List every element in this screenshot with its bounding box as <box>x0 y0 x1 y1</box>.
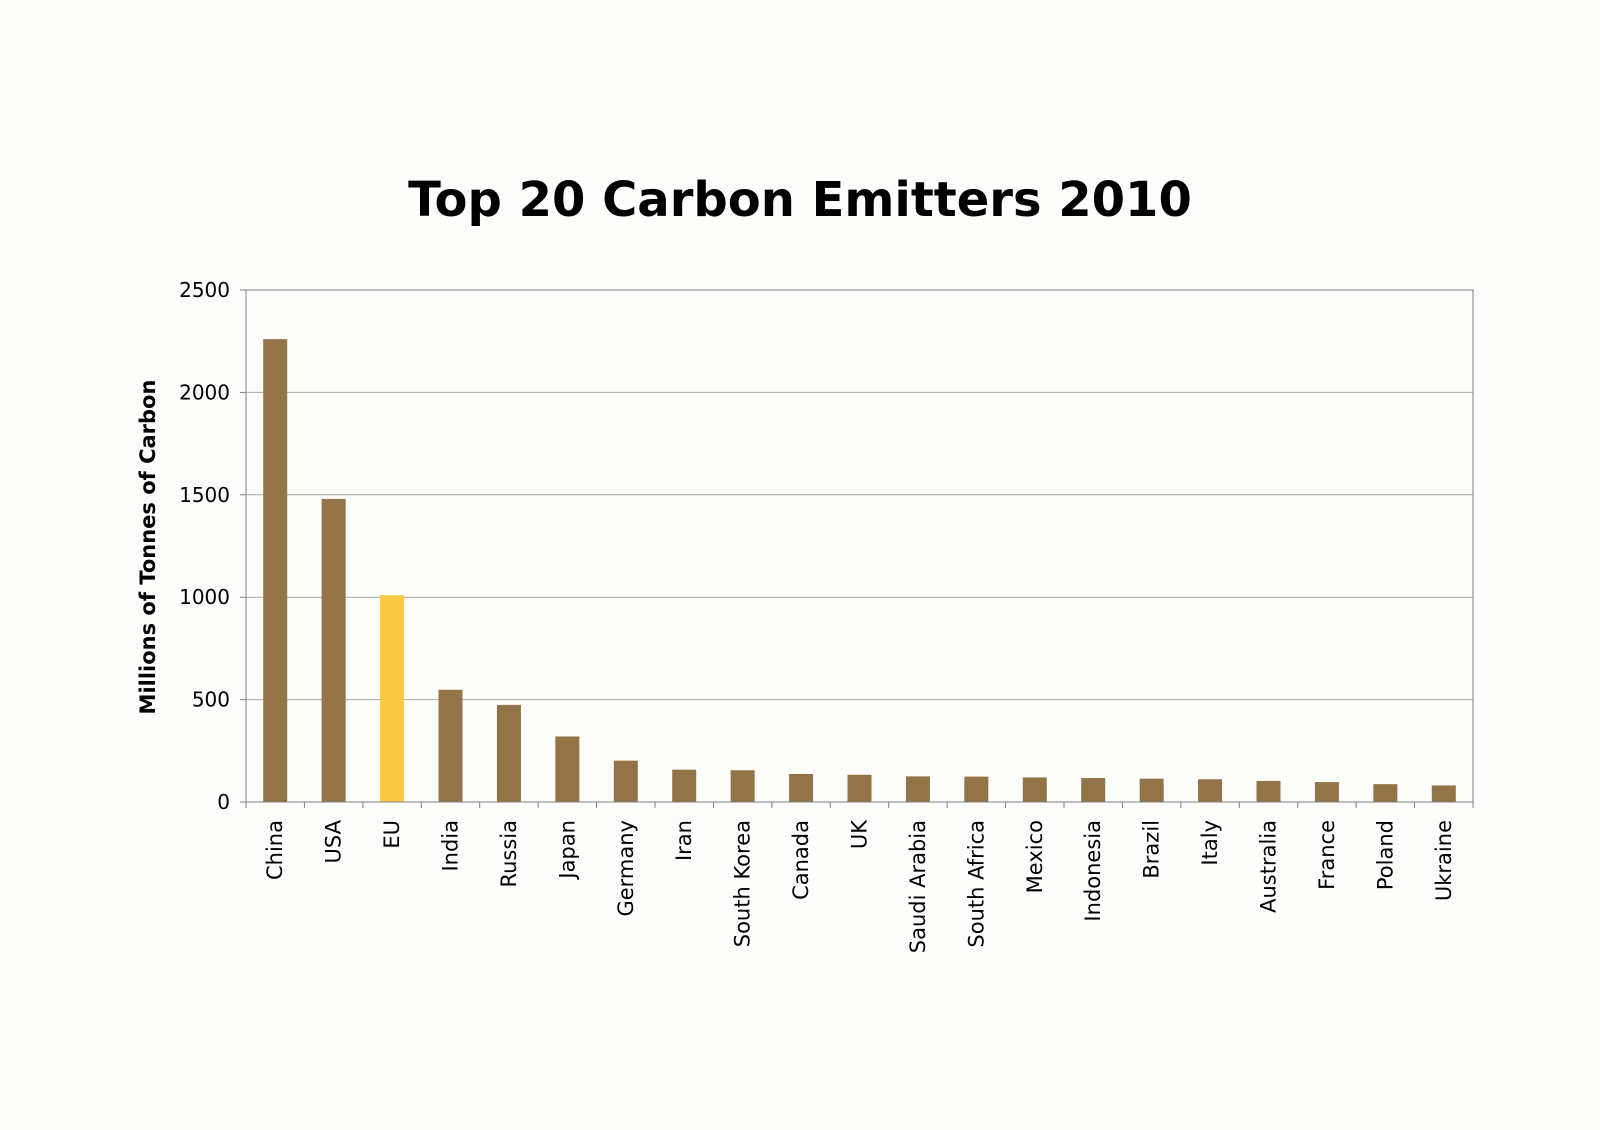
x-category-label: EU <box>380 820 404 849</box>
bar-australia <box>1256 780 1281 802</box>
x-category-label: Mexico <box>1023 820 1047 893</box>
x-category-labels: China USA EU India Russia Japan Germany Iran Sou… <box>263 819 1456 953</box>
x-category-label: France <box>1315 820 1339 890</box>
x-category-label: Indonesia <box>1081 820 1105 922</box>
x-category-label: UK <box>848 819 872 849</box>
plot-frame <box>245 289 1474 803</box>
x-category-label: Saudi Arabia <box>906 820 930 953</box>
bar-india <box>438 689 463 802</box>
bar-germany <box>613 760 638 802</box>
y-tick-label: 1500 <box>179 483 230 507</box>
y-tick-label: 500 <box>192 688 230 712</box>
axes <box>240 289 1474 808</box>
bar-russia <box>496 704 521 802</box>
gridlines <box>246 289 1473 701</box>
x-category-label: China <box>263 820 287 880</box>
y-tick-label: 0 <box>217 790 230 814</box>
bar-uk <box>847 774 872 802</box>
y-axis-label: Millions of Tonnes of Carbon <box>136 380 160 715</box>
x-category-label: USA <box>322 819 346 863</box>
x-category-label: South Korea <box>731 820 755 947</box>
y-tick-label: 1000 <box>179 585 230 609</box>
bars <box>263 339 1456 802</box>
bar-china <box>263 339 288 802</box>
x-category-label: Canada <box>789 820 813 900</box>
bar-brazil <box>1139 778 1164 802</box>
x-category-label: Japan <box>555 820 579 881</box>
bar-indonesia <box>1081 778 1106 802</box>
x-category-label: Germany <box>614 820 638 917</box>
x-category-label: South Africa <box>964 820 988 948</box>
x-category-label: Italy <box>1198 820 1222 866</box>
bar-saudi-arabia <box>905 776 930 802</box>
x-category-label: Iran <box>672 820 696 861</box>
bar-south-korea <box>730 770 755 802</box>
bar-iran <box>672 769 697 802</box>
x-category-label: India <box>439 820 463 872</box>
x-category-label: Brazil <box>1140 820 1164 879</box>
x-category-label: Australia <box>1257 820 1281 913</box>
chart-title: Top 20 Carbon Emitters 2010 <box>408 172 1192 228</box>
bar-japan <box>555 736 580 802</box>
bar-eu <box>380 595 405 802</box>
bar-italy <box>1198 779 1223 802</box>
y-tick-labels: 0 500 1000 1500 2000 2500 <box>179 278 230 814</box>
y-tick-label: 2500 <box>179 278 230 302</box>
bar-canada <box>789 773 814 802</box>
bar-usa <box>321 498 346 802</box>
bar-ukraine <box>1431 785 1456 802</box>
x-category-label: Ukraine <box>1432 820 1456 901</box>
bar-mexico <box>1022 777 1047 802</box>
x-category-label: Russia <box>497 820 521 888</box>
bar-poland <box>1373 784 1398 802</box>
x-category-label: Poland <box>1373 820 1397 890</box>
bar-france <box>1314 782 1339 802</box>
y-tick-label: 2000 <box>179 380 230 404</box>
bar-south-africa <box>964 776 989 802</box>
